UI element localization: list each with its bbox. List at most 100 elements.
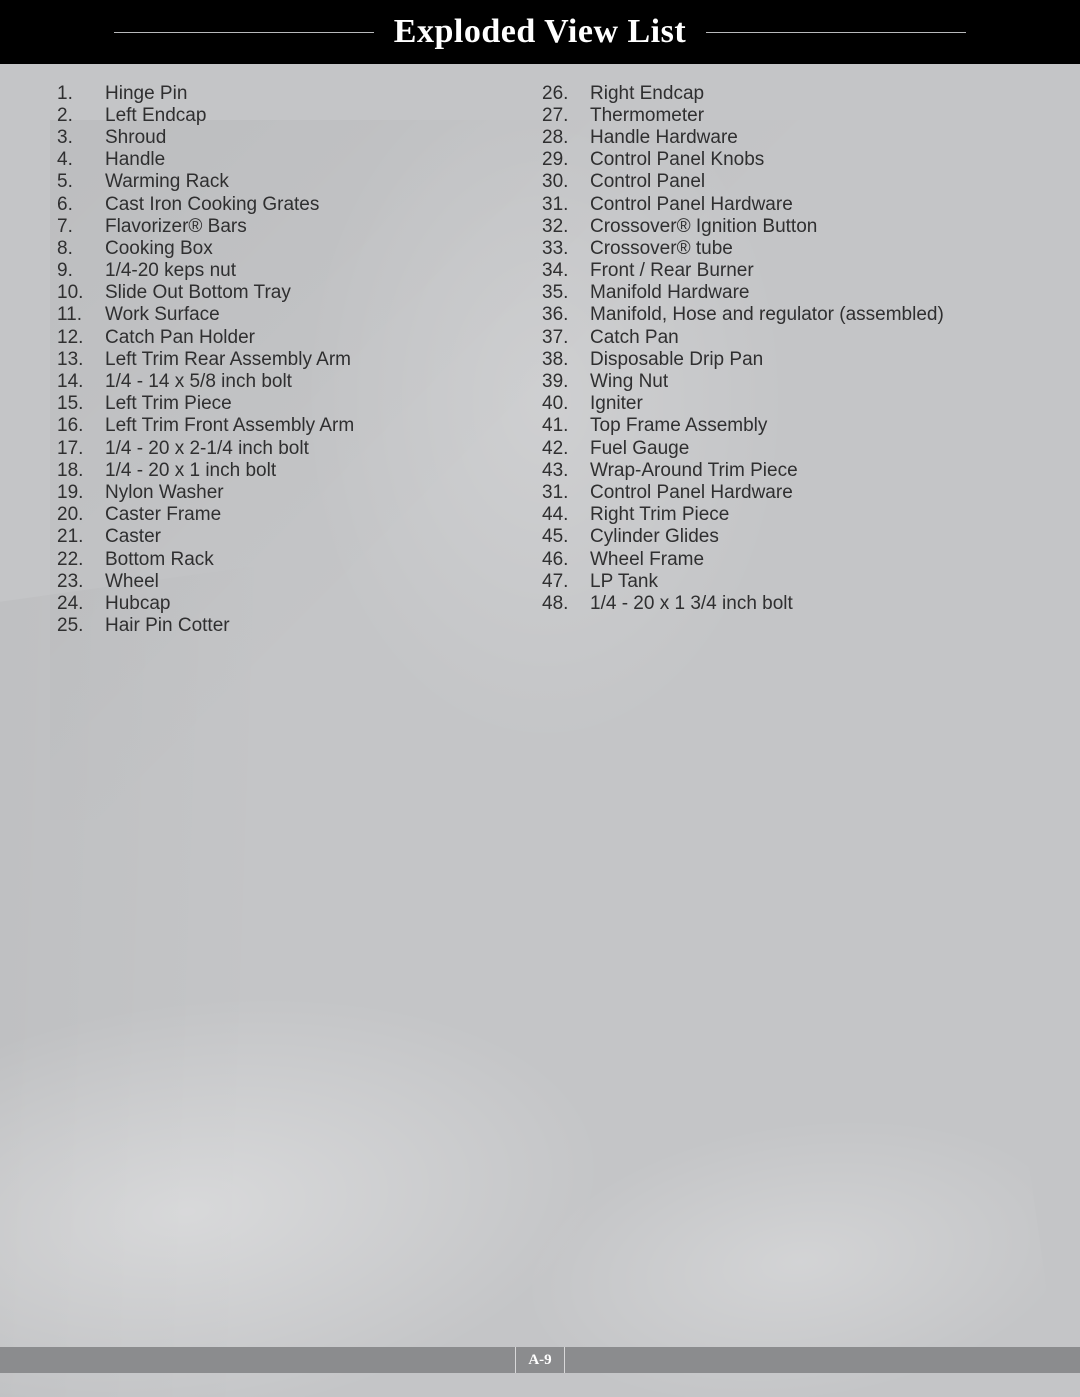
list-item-label: Bottom Rack [105, 550, 540, 569]
page-title: Exploded View List [394, 13, 686, 51]
list-item-number: 48. [540, 594, 590, 613]
list-item-label: Wing Nut [590, 372, 1025, 391]
list-item-label: Left Endcap [105, 106, 540, 125]
list-item-number: 44. [540, 505, 590, 524]
list-item-number: 39. [540, 372, 590, 391]
list-item-label: Cast Iron Cooking Grates [105, 195, 540, 214]
list-item-number: 31. [540, 195, 590, 214]
list-item: 7.Flavorizer® Bars [55, 215, 540, 237]
list-item-label: Control Panel [590, 172, 1025, 191]
list-item: 23.Wheel [55, 570, 540, 592]
list-item-label: 1/4 - 20 x 2-1/4 inch bolt [105, 439, 540, 458]
list-item-number: 3. [55, 128, 105, 147]
list-item: 26.Right Endcap [540, 82, 1025, 104]
list-item-number: 9. [55, 261, 105, 280]
list-item-number: 12. [55, 328, 105, 347]
parts-list-left: 1.Hinge Pin2.Left Endcap3.Shroud4.Handle… [55, 82, 540, 637]
parts-list-right: 26.Right Endcap27.Thermometer28.Handle H… [540, 82, 1025, 615]
list-item-label: 1/4-20 keps nut [105, 261, 540, 280]
list-item-label: Hinge Pin [105, 84, 540, 103]
list-item-label: Right Endcap [590, 84, 1025, 103]
list-item-label: LP Tank [590, 572, 1025, 591]
parts-list-left-column: 1.Hinge Pin2.Left Endcap3.Shroud4.Handle… [55, 82, 540, 637]
list-item: 10.Slide Out Bottom Tray [55, 282, 540, 304]
list-item-number: 18. [55, 461, 105, 480]
list-item-label: Caster [105, 527, 540, 546]
list-item: 45.Cylinder Glides [540, 526, 1025, 548]
list-item-number: 1. [55, 84, 105, 103]
list-item-label: Wheel [105, 572, 540, 591]
list-item-number: 47. [540, 572, 590, 591]
list-item-label: Slide Out Bottom Tray [105, 283, 540, 302]
list-item-number: 28. [540, 128, 590, 147]
parts-list-right-column: 26.Right Endcap27.Thermometer28.Handle H… [540, 82, 1025, 637]
list-item-number: 45. [540, 527, 590, 546]
list-item-label: Handle Hardware [590, 128, 1025, 147]
list-item: 18.1/4 - 20 x 1 inch bolt [55, 459, 540, 481]
list-item: 30.Control Panel [540, 171, 1025, 193]
list-item: 40.Igniter [540, 393, 1025, 415]
list-item: 3.Shroud [55, 126, 540, 148]
list-item: 21.Caster [55, 526, 540, 548]
list-item-label: Nylon Washer [105, 483, 540, 502]
list-item-number: 8. [55, 239, 105, 258]
list-item-label: Front / Rear Burner [590, 261, 1025, 280]
list-item: 25.Hair Pin Cotter [55, 615, 540, 637]
list-item-number: 13. [55, 350, 105, 369]
list-item-number: 5. [55, 172, 105, 191]
list-item: 9.1/4-20 keps nut [55, 260, 540, 282]
list-item-number: 41. [540, 416, 590, 435]
header-rule-left [114, 32, 374, 33]
footer-bar: A-9 [0, 1347, 1080, 1373]
list-item: 19.Nylon Washer [55, 481, 540, 503]
list-item-label: Thermometer [590, 106, 1025, 125]
list-item-number: 25. [55, 616, 105, 635]
list-item-number: 38. [540, 350, 590, 369]
list-item-label: Cylinder Glides [590, 527, 1025, 546]
list-item-number: 46. [540, 550, 590, 569]
list-item: 34.Front / Rear Burner [540, 260, 1025, 282]
list-item: 6.Cast Iron Cooking Grates [55, 193, 540, 215]
list-item-label: 1/4 - 20 x 1 3/4 inch bolt [590, 594, 1025, 613]
parts-list-columns: 1.Hinge Pin2.Left Endcap3.Shroud4.Handle… [0, 64, 1080, 637]
list-item: 39.Wing Nut [540, 370, 1025, 392]
list-item-label: Manifold, Hose and regulator (assembled) [590, 305, 1025, 324]
list-item-label: Hair Pin Cotter [105, 616, 540, 635]
list-item-number: 35. [540, 283, 590, 302]
list-item: 29.Control Panel Knobs [540, 149, 1025, 171]
list-item-label: Manifold Hardware [590, 283, 1025, 302]
list-item-label: Control Panel Knobs [590, 150, 1025, 169]
list-item-number: 19. [55, 483, 105, 502]
header-rule-right [706, 32, 966, 33]
list-item-number: 16. [55, 416, 105, 435]
list-item: 15.Left Trim Piece [55, 393, 540, 415]
list-item-label: Work Surface [105, 305, 540, 324]
list-item: 8.Cooking Box [55, 237, 540, 259]
list-item-label: Hubcap [105, 594, 540, 613]
list-item-label: 1/4 - 14 x 5/8 inch bolt [105, 372, 540, 391]
list-item: 42.Fuel Gauge [540, 437, 1025, 459]
list-item-number: 15. [55, 394, 105, 413]
list-item: 43.Wrap-Around Trim Piece [540, 459, 1025, 481]
list-item: 1.Hinge Pin [55, 82, 540, 104]
list-item-label: Left Trim Front Assembly Arm [105, 416, 540, 435]
list-item-label: Handle [105, 150, 540, 169]
list-item-label: Crossover® Ignition Button [590, 217, 1025, 236]
list-item-label: Catch Pan [590, 328, 1025, 347]
list-item: 31.Control Panel Hardware [540, 481, 1025, 503]
list-item-label: Left Trim Rear Assembly Arm [105, 350, 540, 369]
list-item-label: Wheel Frame [590, 550, 1025, 569]
list-item-number: 7. [55, 217, 105, 236]
list-item-number: 2. [55, 106, 105, 125]
list-item-number: 22. [55, 550, 105, 569]
list-item: 13.Left Trim Rear Assembly Arm [55, 348, 540, 370]
list-item-label: Igniter [590, 394, 1025, 413]
list-item-number: 34. [540, 261, 590, 280]
list-item-label: Flavorizer® Bars [105, 217, 540, 236]
list-item-number: 29. [540, 150, 590, 169]
list-item-number: 24. [55, 594, 105, 613]
list-item: 38.Disposable Drip Pan [540, 348, 1025, 370]
page-number: A-9 [515, 1347, 564, 1373]
list-item-number: 4. [55, 150, 105, 169]
list-item-label: Shroud [105, 128, 540, 147]
